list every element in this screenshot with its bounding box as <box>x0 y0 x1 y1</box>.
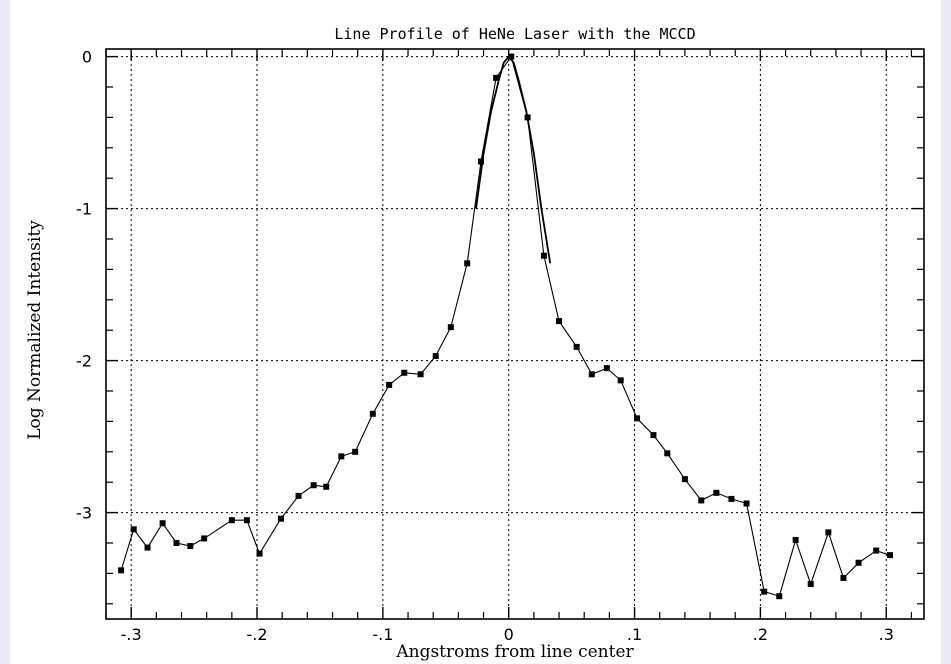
data-point-marker <box>401 369 408 376</box>
data-point-marker <box>118 567 125 574</box>
fit-curve <box>475 55 552 264</box>
data-point-marker <box>187 543 194 550</box>
data-point-marker <box>840 574 847 581</box>
data-point-marker <box>243 517 250 524</box>
data-point-marker <box>634 415 641 422</box>
data-point-marker <box>873 547 880 554</box>
data-point-marker <box>447 324 454 331</box>
data-point-marker <box>776 593 783 600</box>
data-point-marker <box>369 410 376 417</box>
data-point-marker <box>650 432 657 439</box>
data-point-marker <box>432 353 439 360</box>
data-point-marker <box>201 535 208 542</box>
data-point-marker <box>855 559 862 566</box>
chart-frame: -.3 -.2 -.1 0 .1 .2 .3 0 -1 -2 -3 Line Profile of… <box>10 0 941 664</box>
data-point-marker <box>493 74 500 81</box>
data-point-marker <box>603 365 610 372</box>
data-point-marker <box>256 550 263 557</box>
y-axis-label: Log Normalized Intensity <box>25 220 45 440</box>
data-point-marker <box>807 581 814 588</box>
data-point-marker <box>556 318 563 325</box>
data-point-marker <box>792 536 799 543</box>
data-point-marker <box>713 489 720 496</box>
data-point-marker <box>728 495 735 502</box>
x-tick-label: .2 <box>753 625 768 644</box>
y-axis-ticks: 0 -1 -2 -3 <box>76 48 924 523</box>
data-point-marker <box>323 483 330 490</box>
data-point-marker <box>573 343 580 350</box>
data-point-marker <box>508 53 515 60</box>
data-point-marker <box>310 482 317 489</box>
data-point-marker <box>144 544 151 551</box>
plot-area <box>105 48 925 620</box>
data-point-marker <box>464 260 471 267</box>
data-point-marker <box>588 371 595 378</box>
data-point-marker <box>743 500 750 507</box>
data-point-marker <box>540 252 547 259</box>
data-point-marker <box>338 453 345 460</box>
line-profile-chart: -.3 -.2 -.1 0 .1 .2 .3 0 -1 -2 -3 Line Profile of… <box>25 25 925 662</box>
y-tick-label: -2 <box>76 352 92 371</box>
data-point-marker <box>228 517 235 524</box>
data-point-marker <box>295 492 302 499</box>
data-point-marker <box>352 448 359 455</box>
chart-title: Line Profile of HeNe Laser with the MCCD <box>334 25 695 43</box>
data-point-marker <box>417 371 424 378</box>
profile-line <box>120 55 891 597</box>
data-point-marker <box>825 529 832 536</box>
minor-ticks <box>105 49 924 619</box>
data-point-marker <box>698 497 705 504</box>
data-point-marker <box>159 520 166 527</box>
data-point-marker <box>130 526 137 533</box>
x-tick-label: -.2 <box>246 625 267 644</box>
y-tick-label: 0 <box>82 48 92 67</box>
x-axis-label: Angstroms from line center <box>395 642 634 662</box>
data-point-marker <box>173 540 180 546</box>
data-point-marker <box>277 515 284 522</box>
y-tick-label: -1 <box>76 200 92 219</box>
data-point-marker <box>386 381 393 388</box>
data-point-marker <box>761 588 768 595</box>
data-point-marker <box>664 450 671 457</box>
x-tick-label: 0 <box>504 625 514 644</box>
data-point-marker <box>887 552 894 559</box>
series-layer <box>118 53 894 600</box>
data-point-marker <box>617 377 624 384</box>
x-tick-label: .3 <box>879 625 894 644</box>
x-tick-label: .1 <box>627 625 642 644</box>
data-point-marker <box>478 158 485 165</box>
x-tick-label: -.1 <box>372 625 393 644</box>
data-point-marker <box>681 476 688 483</box>
y-tick-label: -3 <box>76 504 92 523</box>
grid <box>106 49 924 619</box>
x-tick-label: -.3 <box>121 625 142 644</box>
